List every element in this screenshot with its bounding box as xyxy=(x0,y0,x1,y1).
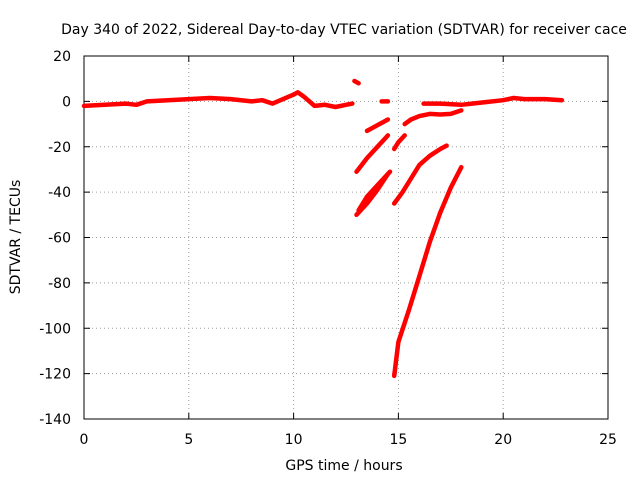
series-short-c xyxy=(364,117,391,134)
x-tick-label: 25 xyxy=(599,432,617,448)
x-tick-label: 20 xyxy=(494,432,512,448)
series-baseline-b xyxy=(421,95,565,108)
series-short-a xyxy=(352,78,361,86)
y-axis-label: SDTVAR / TECUs xyxy=(8,180,24,295)
y-tick-label: -40 xyxy=(48,185,71,201)
y-tick-label: -120 xyxy=(39,367,71,383)
chart-title: Day 340 of 2022, Sidereal Day-to-day VTE… xyxy=(61,22,627,38)
x-tick-label: 5 xyxy=(184,432,193,448)
x-tick-label: 15 xyxy=(389,432,407,448)
x-tick-label: 10 xyxy=(285,432,303,448)
plot-frame xyxy=(83,55,609,420)
series-baseline-a xyxy=(81,90,355,110)
series-arc-f xyxy=(391,143,449,206)
tick-layer: 0 5 10 15 20 25 20 0 -20 -40 -60 -80 -100 -120 -140 xyxy=(39,49,617,448)
y-tick-label: -80 xyxy=(48,276,71,292)
y-tick-label: -20 xyxy=(48,140,71,156)
series-arc-a xyxy=(354,133,391,174)
grid-layer xyxy=(84,56,608,419)
y-tick-label: 0 xyxy=(62,94,71,110)
series-arc-c xyxy=(354,171,391,218)
y-tick-label: -140 xyxy=(39,412,71,428)
y-tick-label: -60 xyxy=(48,231,71,247)
x-tick-label: 0 xyxy=(80,432,89,448)
y-tick-label: -100 xyxy=(39,321,71,337)
y-tick-label: 20 xyxy=(53,49,71,65)
x-axis-label: GPS time / hours xyxy=(285,458,402,474)
series-layer xyxy=(81,78,565,379)
series-arc-e xyxy=(402,108,464,127)
series-arc-g xyxy=(391,164,464,379)
series-arc-d xyxy=(391,133,407,152)
